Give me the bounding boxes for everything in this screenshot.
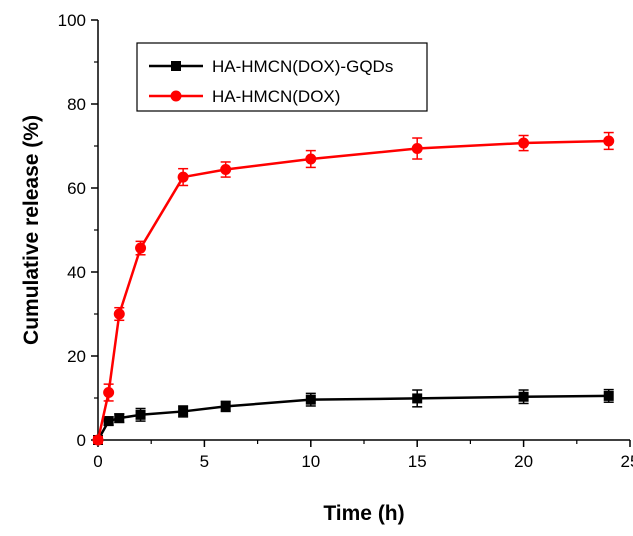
x-tick-label: 10	[301, 452, 320, 471]
y-axis-title: Cumulative release (%)	[20, 115, 43, 345]
legend-label-1: HA-HMCN(DOX)	[212, 87, 340, 106]
data-point	[305, 394, 316, 405]
x-axis-title: Time (h)	[323, 502, 404, 525]
x-tick-label: 5	[200, 452, 209, 471]
series-line	[96, 139, 609, 441]
legend-marker-1	[170, 90, 182, 102]
data-point	[114, 413, 125, 424]
x-tick-label: 25	[621, 452, 633, 471]
data-point	[305, 153, 317, 165]
data-point	[177, 171, 189, 183]
y-tick-label: 60	[67, 179, 86, 198]
y-tick-label: 80	[67, 95, 86, 114]
data-point	[220, 401, 231, 412]
data-point	[103, 387, 115, 399]
data-point	[412, 393, 423, 404]
legend-label-0: HA-HMCN(DOX)-GQDs	[212, 57, 393, 76]
x-tick-label: 0	[93, 452, 102, 471]
axes: 0 20 40 60 80 100 0 5 10 15 20 25	[58, 11, 633, 471]
series-0	[93, 388, 614, 445]
legend: HA-HMCN(DOX)-GQDs HA-HMCN(DOX)	[136, 42, 428, 112]
legend-box	[136, 42, 428, 112]
data-point	[603, 135, 615, 147]
data-point	[518, 391, 529, 402]
x-tick-label: 15	[408, 452, 427, 471]
data-point	[178, 406, 189, 417]
y-tick-label: 100	[58, 11, 86, 30]
series-line	[96, 394, 609, 441]
data-point	[411, 143, 423, 155]
legend-marker-0	[171, 61, 181, 71]
series-layer	[92, 131, 615, 446]
y-tick-label: 40	[67, 263, 86, 282]
data-point	[103, 416, 114, 427]
data-point	[135, 409, 146, 420]
x-tick-label: 20	[514, 452, 533, 471]
data-point	[113, 308, 125, 320]
data-point	[135, 242, 147, 254]
y-tick-label: 0	[77, 431, 86, 450]
series-1	[92, 131, 615, 446]
data-point	[92, 434, 104, 446]
y-tick-label: 20	[67, 347, 86, 366]
data-point	[603, 390, 614, 401]
data-point	[518, 137, 530, 149]
data-point	[220, 164, 232, 176]
